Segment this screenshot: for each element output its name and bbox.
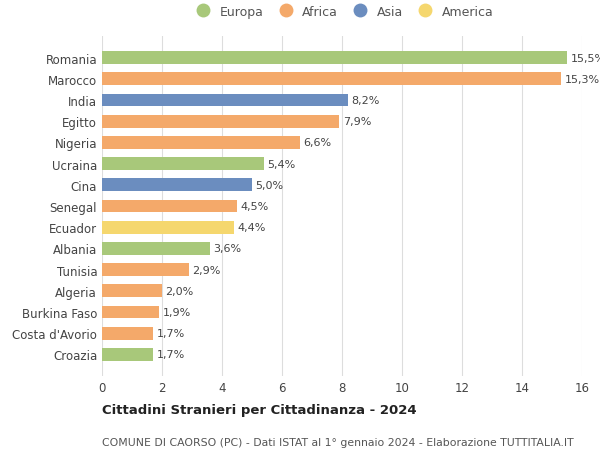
Bar [102,285,162,297]
Text: 1,9%: 1,9% [163,308,191,317]
Bar [102,221,234,234]
Text: 6,6%: 6,6% [304,138,332,148]
Text: 7,9%: 7,9% [343,117,371,127]
Bar [102,116,339,129]
Bar [102,263,189,276]
Text: 8,2%: 8,2% [352,96,380,106]
Text: 3,6%: 3,6% [214,244,242,254]
Text: 2,9%: 2,9% [193,265,221,275]
Bar [102,95,348,107]
Bar [102,200,237,213]
Text: 5,4%: 5,4% [268,159,296,169]
Text: 5,0%: 5,0% [256,180,284,190]
Bar [102,158,264,171]
Legend: Europa, Africa, Asia, America: Europa, Africa, Asia, America [191,6,493,18]
Text: 1,7%: 1,7% [157,350,185,359]
Bar [102,327,153,340]
Bar [102,242,210,255]
Bar [102,348,153,361]
Bar [102,137,300,150]
Text: 4,5%: 4,5% [241,202,269,212]
Text: Cittadini Stranieri per Cittadinanza - 2024: Cittadini Stranieri per Cittadinanza - 2… [102,403,416,416]
Bar [102,179,252,192]
Text: 1,7%: 1,7% [157,329,185,338]
Text: 4,4%: 4,4% [238,223,266,233]
Text: 15,5%: 15,5% [571,54,600,63]
Text: COMUNE DI CAORSO (PC) - Dati ISTAT al 1° gennaio 2024 - Elaborazione TUTTITALIA.: COMUNE DI CAORSO (PC) - Dati ISTAT al 1°… [102,437,574,447]
Bar [102,306,159,319]
Text: 15,3%: 15,3% [565,75,600,84]
Text: 2,0%: 2,0% [166,286,194,296]
Bar [102,73,561,86]
Bar [102,52,567,65]
